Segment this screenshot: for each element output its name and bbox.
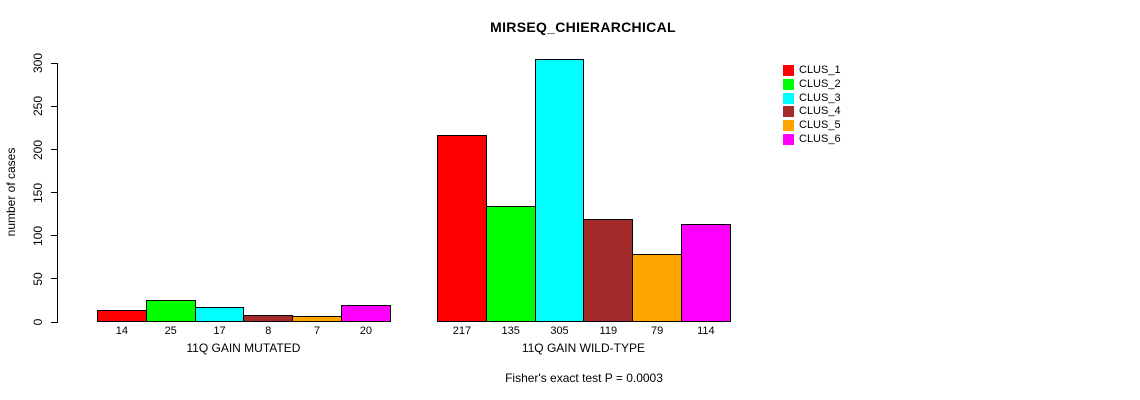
bar-value-label: 7 (314, 325, 321, 337)
bar-clus_1-group1 (97, 309, 147, 322)
legend-swatch-icon (783, 65, 794, 77)
bar-clus_3-group2 (534, 59, 585, 322)
legend-label: CLUS_2 (799, 78, 841, 91)
y-tick (51, 278, 58, 280)
legend-label: CLUS_3 (799, 91, 841, 104)
legend-label: CLUS_6 (799, 132, 841, 145)
legend-item-clus_6: CLUS_6 (783, 132, 841, 146)
y-tick-label: 300 (31, 53, 45, 74)
bar-value-label: 14 (115, 325, 129, 337)
y-tick-label: 100 (31, 225, 45, 246)
legend-swatch-icon (783, 133, 794, 145)
bar-clus_6-group2 (681, 223, 731, 322)
y-tick-label: 150 (31, 182, 45, 203)
bar-clus_1-group2 (437, 134, 487, 322)
bar-value-label: 119 (599, 325, 618, 337)
bar-value-label: 79 (650, 325, 664, 337)
bar-value-label: 25 (164, 325, 177, 337)
bar-clus_4-group2 (583, 219, 634, 322)
y-tick (51, 321, 58, 323)
bar-value-label: 8 (265, 325, 272, 337)
legend-label: CLUS_5 (799, 119, 841, 132)
y-axis-label: number of cases (4, 147, 18, 237)
y-tick-label: 200 (31, 139, 45, 160)
bar-value-label: 17 (213, 325, 226, 337)
y-tick-label: 0 (31, 318, 45, 326)
legend-item-clus_5: CLUS_5 (783, 119, 841, 133)
y-tick (51, 192, 58, 194)
legend-label: CLUS_1 (799, 64, 841, 77)
legend-label: CLUS_4 (799, 105, 841, 118)
bar-clus_2-group1 (145, 300, 196, 322)
legend-item-clus_4: CLUS_4 (783, 105, 841, 119)
legend: CLUS_1 CLUS_2 CLUS_3 CLUS_4 CLUS_5 CLUS_6 (783, 64, 841, 146)
legend-item-clus_2: CLUS_2 (783, 78, 841, 92)
bar-value-label: 217 (452, 325, 472, 337)
chart-title: MIRSEQ_CHIERARCHICAL (490, 19, 676, 35)
legend-swatch-icon (783, 92, 794, 104)
y-tick-label: 50 (31, 272, 45, 286)
bar-clus_5-group2 (632, 253, 682, 322)
annotation-fisher-test: Fisher's exact test P = 0.0003 (505, 371, 663, 385)
y-tick (51, 105, 58, 107)
legend-item-clus_3: CLUS_3 (783, 91, 841, 105)
legend-swatch-icon (783, 120, 794, 132)
legend-swatch-icon (783, 79, 794, 91)
y-tick (51, 235, 58, 237)
x-group-label: 11Q GAIN MUTATED (186, 341, 301, 355)
legend-swatch-icon (783, 106, 794, 118)
y-tick (51, 149, 58, 151)
bar-clus_4-group1 (243, 315, 294, 322)
bar-clus_2-group2 (485, 205, 536, 322)
bar-clus_5-group1 (292, 315, 342, 322)
bar-clus_3-group1 (194, 307, 245, 322)
bar-value-label: 20 (359, 325, 373, 337)
legend-item-clus_1: CLUS_1 (783, 64, 841, 78)
x-group-label: 11Q GAIN WILD-TYPE (521, 341, 645, 355)
y-tick (51, 62, 58, 64)
bar-value-label: 135 (501, 325, 520, 337)
bar-clus_6-group1 (341, 304, 391, 322)
bar-value-label: 305 (550, 325, 569, 337)
bar-value-label: 114 (697, 325, 715, 337)
y-tick-label: 250 (31, 96, 45, 117)
